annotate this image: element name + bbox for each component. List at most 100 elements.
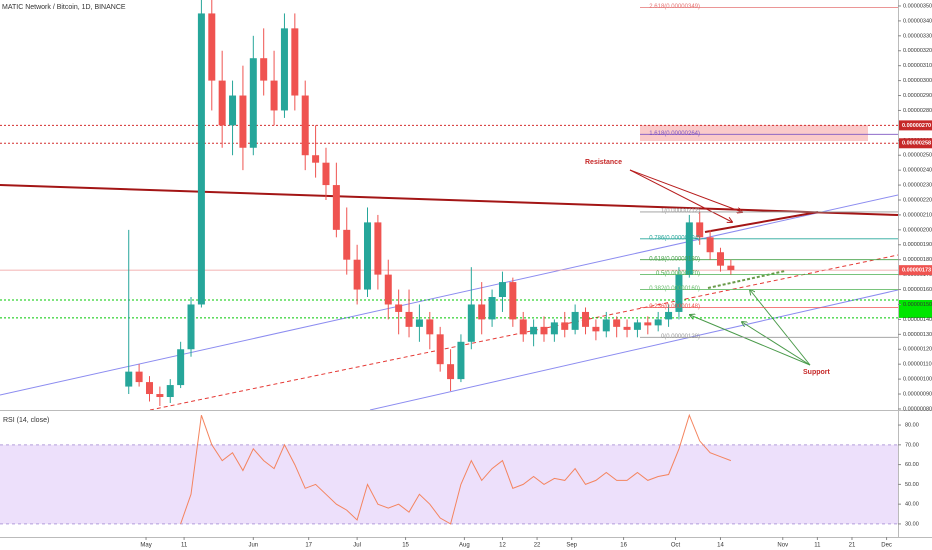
y-tick-label: 0.00000130 <box>903 332 932 338</box>
candle-body <box>727 265 735 271</box>
candle-body <box>509 282 517 320</box>
candle-body <box>550 322 558 335</box>
rsi-line <box>180 413 732 525</box>
candle-body <box>467 304 475 342</box>
y-tick-label: 0.00000140 <box>903 317 932 323</box>
rsi-tick-label: 70.00 <box>905 442 919 448</box>
x-tick-label: 15 <box>402 543 409 549</box>
support-zone-axis <box>899 300 932 318</box>
candle-body <box>280 28 288 111</box>
candle-body <box>478 304 486 320</box>
candle-body <box>343 229 351 260</box>
annotation: Support <box>803 369 830 376</box>
y-tick-label: 0.00000100 <box>903 377 932 383</box>
y-tick-label: 0.00000310 <box>903 63 932 69</box>
candle-body <box>716 252 724 266</box>
candle-body <box>135 371 143 383</box>
candle-body <box>312 155 320 163</box>
candle-body <box>571 311 579 330</box>
x-tick-label: 17 <box>305 543 312 549</box>
candle-body <box>561 322 569 330</box>
candle-body <box>322 162 330 186</box>
fib-label: 0(0.00000128) <box>661 334 700 340</box>
x-tick-label: 14 <box>717 543 724 549</box>
candle-body <box>229 95 237 126</box>
candle-body <box>602 319 610 332</box>
fib-label: 0.5(0.00000170) <box>656 271 700 277</box>
candle-body <box>696 222 704 238</box>
price-box <box>899 138 932 149</box>
candle-body <box>291 28 299 96</box>
candle-body <box>156 394 164 398</box>
candle-body <box>332 185 340 230</box>
fib-label: 0.236(0.00000148) <box>649 304 700 310</box>
candle-body <box>633 322 641 330</box>
y-tick-label: 0.00000080 <box>903 406 932 412</box>
x-tick-label: 11 <box>181 543 188 549</box>
candle-body <box>249 58 257 148</box>
candle-body <box>582 311 590 327</box>
candle-body <box>364 222 372 290</box>
candle-body <box>145 382 153 395</box>
candle-body <box>644 322 652 326</box>
candle-body <box>457 341 465 380</box>
candle-body <box>405 311 413 327</box>
y-tick-label: 0.00000320 <box>903 48 932 54</box>
y-tick-label: 0.00000280 <box>903 108 932 114</box>
candle-body <box>166 385 174 398</box>
rsi-band <box>0 444 898 524</box>
x-tick-label: 12 <box>499 543 506 549</box>
candle-body <box>384 274 392 305</box>
support-line-short <box>707 270 786 289</box>
fib-label: 0.382(0.00000160) <box>649 286 700 292</box>
y-tick-label: 0.00000230 <box>903 183 932 189</box>
candle-body <box>519 319 527 335</box>
candle-body <box>530 326 538 335</box>
candle-body <box>177 349 185 386</box>
candle-body <box>374 222 382 275</box>
x-tick-label: 11 <box>814 543 821 549</box>
candle-body <box>187 304 195 350</box>
y-tick-label: 0.00000250 <box>903 153 932 159</box>
y-tick-label: 0.00000350 <box>903 3 932 9</box>
y-tick-label: 0.00000120 <box>903 347 932 353</box>
candle-body <box>197 13 205 305</box>
candle-body <box>665 311 673 320</box>
x-tick-label: Nov <box>777 543 788 549</box>
candle-body <box>685 222 693 275</box>
arrow <box>690 315 811 366</box>
candle-body <box>125 371 133 387</box>
candle-body <box>436 334 444 365</box>
arrow <box>629 169 742 212</box>
y-tick-label: 0.00000200 <box>903 227 932 233</box>
y-tick-label: 0.00000220 <box>903 197 932 203</box>
y-tick-label: 0.00000240 <box>903 168 932 174</box>
candle-body <box>239 95 247 148</box>
fib-label: 0.786(0.00000194) <box>649 235 700 241</box>
y-tick-label: 0.00000160 <box>903 287 932 293</box>
price-box <box>899 120 932 131</box>
candle-body <box>301 95 309 156</box>
x-tick-label: 21 <box>849 543 856 549</box>
last-price-box <box>899 265 932 276</box>
candle-body <box>395 304 403 312</box>
y-tick-label: 0.00000340 <box>903 18 932 24</box>
y-tick-label: 0.00000110 <box>903 362 932 368</box>
candle-body <box>540 326 548 335</box>
fib-label: 0.618(0.00000180) <box>649 256 700 262</box>
candle-body <box>260 58 268 81</box>
x-tick-label: Aug <box>459 543 470 549</box>
resistance-line <box>0 184 898 216</box>
candle-body <box>592 326 600 332</box>
price-pane <box>0 0 898 410</box>
candle-body <box>270 80 278 111</box>
rsi-tick-label: 50.00 <box>905 482 919 488</box>
candle-body <box>208 13 216 81</box>
candle-body <box>706 237 714 253</box>
y-tick-label: 0.00000300 <box>903 78 932 84</box>
y-tick-label: 0.00000150 <box>903 302 932 308</box>
x-tick-label: Jun <box>248 543 258 549</box>
last-price-label: 0.00000173 <box>902 268 931 274</box>
target-zone <box>640 125 868 141</box>
